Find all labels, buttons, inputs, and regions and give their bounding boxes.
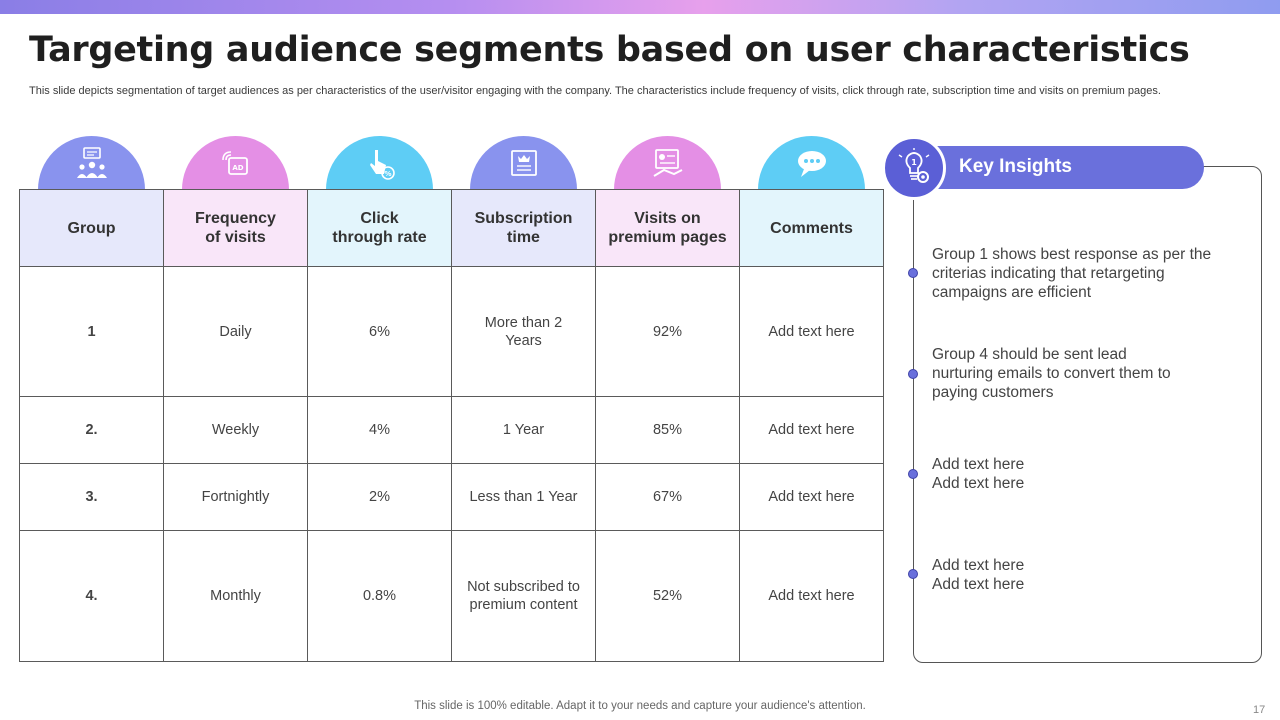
table-header-row: Group Frequency of visits Click through … <box>19 189 884 267</box>
header-comments: Comments <box>739 189 884 267</box>
cell-comments: Add text here <box>739 265 884 398</box>
ctr-dome: % <box>326 136 433 190</box>
click-percent-icon: % <box>369 150 395 180</box>
premium-page-icon <box>652 149 682 177</box>
cell-ctr: 0.8% <box>307 530 452 662</box>
cell-ctr: 4% <box>307 396 452 465</box>
cell-ctr: 6% <box>307 265 452 398</box>
key-insights-badge: 1 <box>882 136 946 200</box>
key-insights-title: Key Insights <box>959 156 1072 177</box>
table-row: 1 Daily 6% More than 2 Years 92% Add tex… <box>19 265 884 398</box>
header-ctr-label: Click through rate <box>332 210 427 246</box>
cell-comments: Add text here <box>739 530 884 662</box>
cell-frequency: Fortnightly <box>163 463 308 532</box>
header-subscription-label: Subscription time <box>474 210 573 246</box>
key-insights-header <box>905 146 1204 189</box>
subscription-certificate-icon <box>510 150 537 176</box>
cell-frequency: Weekly <box>163 396 308 465</box>
insight-text-1: Group 1 shows best response as per the c… <box>932 246 1212 301</box>
ad-broadcast-icon: AD <box>221 151 248 175</box>
svg-text:AD: AD <box>232 164 243 172</box>
premium-dome <box>614 136 721 190</box>
cell-premium: 92% <box>595 265 740 398</box>
insights-timeline <box>913 270 914 580</box>
top-gradient-bar <box>0 0 1280 14</box>
cell-ctr: 2% <box>307 463 452 532</box>
cell-comments: Add text here <box>739 463 884 532</box>
insight-text-2: Group 4 should be sent lead nurturing em… <box>932 346 1171 401</box>
cell-subscription: Less than 1 Year <box>451 463 596 532</box>
slide-subtitle: This slide depicts segmentation of targe… <box>29 85 1161 97</box>
comments-dome <box>758 136 865 190</box>
header-frequency-label: Frequency of visits <box>195 210 276 246</box>
header-subscription: Subscription time <box>451 189 596 267</box>
subscription-dome <box>470 136 577 190</box>
cell-group: 4. <box>19 530 164 662</box>
cell-subscription-text: Not subscribed to premium content <box>467 579 580 614</box>
insight-bullet <box>908 469 918 479</box>
cell-frequency: Monthly <box>163 530 308 662</box>
cell-group: 2. <box>19 396 164 465</box>
slide-footer: This slide is 100% editable. Adapt it to… <box>414 700 866 712</box>
svg-text:1: 1 <box>911 158 917 167</box>
cell-premium: 67% <box>595 463 740 532</box>
segments-table: Group Frequency of visits Click through … <box>19 189 884 662</box>
table-row: 3. Fortnightly 2% Less than 1 Year 67% A… <box>19 463 884 532</box>
table-row: 2. Weekly 4% 1 Year 85% Add text here <box>19 396 884 465</box>
insight-text-3: Add text here Add text here <box>932 456 1025 492</box>
cell-frequency: Daily <box>163 265 308 398</box>
cell-group: 1 <box>19 265 164 398</box>
group-people-icon <box>76 147 107 178</box>
comments-chat-icon <box>797 151 826 177</box>
cell-subscription: 1 Year <box>451 396 596 465</box>
table-row: 4. Monthly 0.8% Not subscribed to premiu… <box>19 530 884 662</box>
frequency-dome: AD <box>182 136 289 190</box>
cell-subscription: Not subscribed to premium content <box>451 530 596 662</box>
cell-group: 3. <box>19 463 164 532</box>
group-dome <box>38 136 145 190</box>
cell-premium: 52% <box>595 530 740 662</box>
insight-bullet <box>908 268 918 278</box>
slide-title: Targeting audience segments based on use… <box>29 30 1190 70</box>
insight-bullet <box>908 369 918 379</box>
key-insights-panel <box>913 166 1262 663</box>
page-number: 17 <box>1253 704 1266 716</box>
insight-text-4: Add text here Add text here <box>932 557 1025 593</box>
header-premium: Visits on premium pages <box>595 189 740 267</box>
svg-text:%: % <box>384 170 391 178</box>
header-ctr: Click through rate <box>307 189 452 267</box>
cell-subscription: More than 2 Years <box>451 265 596 398</box>
insight-bullet <box>908 569 918 579</box>
cell-subscription-text: More than 2 Years <box>484 314 563 349</box>
cell-comments: Add text here <box>739 396 884 465</box>
header-group: Group <box>19 189 164 267</box>
header-frequency: Frequency of visits <box>163 189 308 267</box>
lightbulb-gear-icon: 1 <box>898 148 930 183</box>
header-premium-label: Visits on premium pages <box>608 210 727 246</box>
cell-premium: 85% <box>595 396 740 465</box>
